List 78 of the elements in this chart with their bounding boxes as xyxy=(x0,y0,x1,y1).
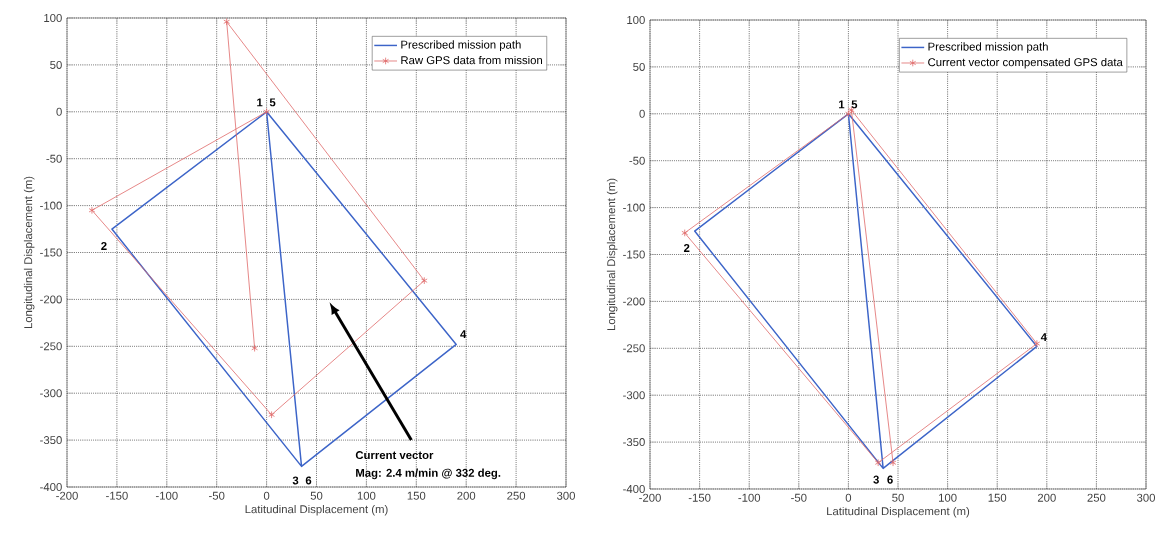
x-tick-label: 150 xyxy=(407,491,426,500)
x-tick-label: 200 xyxy=(1037,493,1056,502)
x-tick-label: -100 xyxy=(738,493,761,502)
x-tick-label: 150 xyxy=(988,493,1007,502)
annotation: Mag: 2.4 m/min @ 332 deg. xyxy=(356,468,501,480)
annotation: 4 xyxy=(1040,333,1047,341)
y-axis-title: Longitudinal Displacement (m) xyxy=(606,178,618,331)
point xyxy=(88,206,96,215)
x-tick-label: -200 xyxy=(56,491,78,500)
legend-label: Prescribed mission path xyxy=(401,40,521,51)
x-axis-title: Latitudinal Displacement (m) xyxy=(827,506,970,518)
y-tick-label: -350 xyxy=(623,438,645,447)
y-tick-label: -400 xyxy=(40,483,62,492)
x-tick-label: -150 xyxy=(688,493,711,502)
point xyxy=(223,18,230,26)
annotation: 5 xyxy=(269,98,276,107)
x-tick-label: -50 xyxy=(791,493,807,502)
x-tick-label: 300 xyxy=(1136,493,1156,502)
y-tick-label: -50 xyxy=(46,154,62,163)
annotation: 5 xyxy=(851,100,858,109)
y-tick-label: 50 xyxy=(633,62,645,71)
point xyxy=(1033,339,1041,348)
point xyxy=(889,459,897,467)
x-tick-label: -200 xyxy=(639,493,661,502)
annotation: 6 xyxy=(887,475,893,484)
x-tick-label: -50 xyxy=(209,491,225,500)
annotation: 1 xyxy=(839,100,845,109)
y-tick-label: 100 xyxy=(44,14,62,23)
point xyxy=(421,276,428,285)
y-tick-label: -300 xyxy=(40,389,62,398)
y-tick-label: -100 xyxy=(40,201,62,210)
legend-label: Raw GPS data from mission xyxy=(401,55,543,65)
y-tick-label: -150 xyxy=(40,248,62,257)
point xyxy=(251,344,258,352)
point xyxy=(874,459,882,467)
annotation: 3 xyxy=(292,476,299,485)
x-tick-label: 250 xyxy=(507,491,526,500)
annotation: 2 xyxy=(683,243,690,252)
y-tick-label: -250 xyxy=(40,342,62,351)
annotation: Current vector xyxy=(355,451,434,460)
point xyxy=(268,411,275,419)
y-tick-label: 0 xyxy=(639,109,645,118)
y-tick-label: -250 xyxy=(623,344,645,353)
x-tick-label: 0 xyxy=(263,491,270,500)
y-tick-label: -100 xyxy=(623,203,645,212)
annotation: 4 xyxy=(460,330,467,338)
x-tick-label: 300 xyxy=(556,491,575,500)
y-tick-label: -300 xyxy=(623,391,645,400)
y-axis-title: Longitudinal Displacement (m) xyxy=(23,176,35,329)
y-tick-label: -200 xyxy=(40,295,62,304)
x-tick-label: 50 xyxy=(892,493,904,502)
y-tick-label: -200 xyxy=(623,297,645,306)
legend-label: Current vector compensated GPS data xyxy=(928,57,1123,69)
y-tick-label: -350 xyxy=(40,436,62,445)
y-tick-label: -150 xyxy=(623,250,645,259)
x-tick-label: 250 xyxy=(1087,493,1106,502)
annotation: 1 xyxy=(257,98,263,107)
annotation: 6 xyxy=(305,476,312,485)
y-tick-label: 50 xyxy=(50,60,62,69)
annotation: 3 xyxy=(873,475,879,484)
x-axis-title: Latitudinal Displacement (m) xyxy=(245,504,388,516)
y-tick-label: -400 xyxy=(623,485,645,494)
y-tick-label: -50 xyxy=(629,156,645,165)
x-tick-label: -100 xyxy=(155,491,178,500)
line-series xyxy=(111,111,457,468)
x-tick-label: 100 xyxy=(357,491,376,500)
annotation: 2 xyxy=(101,241,107,250)
point xyxy=(263,108,270,116)
point xyxy=(681,229,689,237)
x-tick-label: 200 xyxy=(457,491,476,500)
x-tick-label: 50 xyxy=(310,491,323,500)
y-tick-label: 0 xyxy=(56,107,62,116)
legend-label: Prescribed mission path xyxy=(928,42,1048,53)
x-tick-label: 0 xyxy=(845,493,852,502)
x-tick-label: 100 xyxy=(939,493,957,502)
point xyxy=(845,110,852,118)
y-tick-label: 100 xyxy=(627,16,645,25)
x-tick-label: -150 xyxy=(106,491,128,500)
